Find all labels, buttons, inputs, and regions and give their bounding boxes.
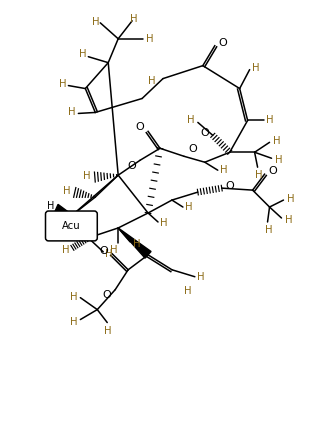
Text: H: H	[287, 194, 294, 204]
Text: O: O	[268, 166, 277, 176]
Text: H: H	[70, 317, 77, 326]
Text: H: H	[266, 116, 273, 126]
FancyBboxPatch shape	[46, 211, 97, 241]
Text: H: H	[185, 202, 193, 212]
Text: H: H	[197, 272, 204, 282]
Text: O: O	[100, 246, 109, 256]
Text: H: H	[130, 14, 138, 24]
Text: H: H	[273, 136, 280, 146]
Text: O: O	[225, 181, 234, 191]
Text: H: H	[220, 165, 227, 175]
Text: H: H	[83, 171, 90, 181]
Text: H: H	[255, 170, 262, 180]
Text: H: H	[59, 78, 66, 89]
Text: H: H	[79, 48, 86, 59]
Polygon shape	[55, 204, 72, 215]
Polygon shape	[118, 228, 151, 258]
Text: O: O	[128, 161, 136, 171]
Text: Acu: Acu	[62, 221, 81, 231]
Text: H: H	[148, 76, 156, 86]
Text: O: O	[103, 290, 111, 300]
Text: H: H	[47, 201, 54, 211]
Text: H: H	[62, 245, 69, 255]
Text: H: H	[275, 155, 282, 165]
Text: O: O	[136, 123, 145, 132]
Text: H: H	[92, 17, 99, 27]
Text: H: H	[160, 218, 168, 228]
Text: H: H	[111, 245, 118, 255]
Text: O: O	[218, 38, 227, 48]
Text: H: H	[265, 225, 272, 235]
Text: H: H	[63, 186, 70, 196]
Text: H: H	[252, 63, 259, 73]
Text: H: H	[106, 249, 113, 259]
Text: H: H	[104, 326, 112, 336]
Text: H: H	[184, 286, 192, 296]
Text: H: H	[68, 107, 75, 117]
Text: H: H	[133, 239, 141, 249]
Text: O: O	[201, 128, 209, 139]
Text: H: H	[285, 215, 292, 225]
Text: H: H	[187, 116, 195, 126]
Text: H: H	[70, 292, 77, 302]
Text: H: H	[146, 34, 154, 44]
Text: O: O	[188, 144, 197, 154]
